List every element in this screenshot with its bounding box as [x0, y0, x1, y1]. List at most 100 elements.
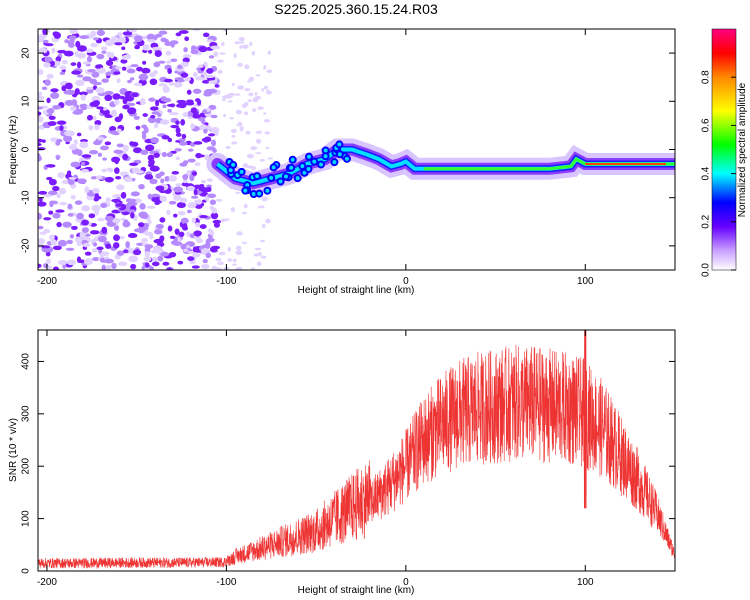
spectrogram-noise-speck: [206, 107, 211, 113]
spectrogram-noise-speck: [195, 199, 203, 205]
spectrogram-noise-speck: [84, 251, 92, 256]
spectrogram-noise-speck: [166, 103, 176, 107]
spectrogram-noise-speck: [154, 201, 160, 205]
spectrogram-noise-speck: [217, 69, 223, 74]
spectrogram-noise-speck: [162, 85, 170, 93]
spectrogram-noise-speck: [79, 104, 85, 109]
spectrogram-noise-speck: [148, 72, 156, 78]
spectrogram-noise-speck: [175, 156, 180, 161]
spectrogram-noise-speck: [59, 125, 64, 131]
snr-x-ticks: -200 -100 0 100: [37, 330, 594, 588]
spectrogram-noise-speck: [86, 86, 94, 90]
spectrogram-noise-speck: [203, 128, 208, 134]
spectrogram-noise-speck: [104, 258, 114, 264]
colorbar-ticks: 0.0 0.2 0.4 0.6 0.8: [701, 70, 736, 277]
spectrogram-noise-speck: [113, 71, 121, 75]
spectrogram-noise-speck: [206, 178, 213, 182]
spectrogram-noise-speck: [46, 97, 51, 104]
spectrogram-noise-speck: [193, 141, 203, 145]
spectrogram-noise-speck: [64, 130, 74, 137]
spectrogram-blob: [317, 160, 326, 169]
spectrogram-noise-speck: [246, 153, 254, 159]
spectrogram-noise-speck: [177, 211, 186, 216]
spectrogram-noise-speck: [192, 253, 201, 258]
spectrogram-noise-speck: [115, 184, 125, 191]
spectrogram-noise-speck: [248, 92, 254, 97]
spectrogram-noise-speck: [227, 258, 232, 263]
spectrogram-noise-speck: [97, 217, 105, 222]
spectrogram-noise-speck: [208, 80, 218, 84]
spectrogram-blob: [335, 150, 344, 159]
spectrogram-noise-speck: [52, 185, 60, 192]
spectrogram-noise-speck: [82, 61, 91, 65]
spectrogram-noise-speck: [200, 263, 210, 270]
spectrogram-noise-speck: [264, 131, 270, 135]
spectrogram-noise-speck: [96, 106, 104, 110]
spectrogram-noise-speck: [208, 104, 217, 111]
spectrogram-noise-speck: [151, 256, 159, 262]
spectrogram-noise-speck: [44, 43, 54, 47]
spectrogram-noise-speck: [194, 222, 201, 228]
spectrogram-noise-speck: [125, 241, 131, 248]
spectrogram-noise-speck: [104, 94, 113, 102]
spectrogram-noise-speck: [170, 42, 175, 48]
spectrogram-noise-speck: [183, 248, 189, 253]
spectrogram-noise-speck: [93, 37, 99, 41]
spectrogram-noise-speck: [84, 258, 93, 266]
spectrogram-noise-speck: [67, 40, 74, 47]
spectrogram-noise-speck: [38, 212, 43, 220]
spectrogram-noise-speck: [81, 205, 91, 212]
spectrogram-x-tick-label: 0: [403, 276, 409, 287]
snr-y-label: SNR (10 * v/v): [8, 418, 19, 482]
spectrogram-x-ticks: -200 -100 0 100: [37, 29, 594, 287]
spectrogram-noise-speck: [182, 57, 190, 63]
spectrogram-noise-speck: [229, 117, 234, 120]
spectrogram-noise-speck: [175, 32, 182, 37]
spectrogram-noise-speck: [38, 36, 44, 43]
spectrogram-noise-speck: [121, 46, 126, 51]
spectrogram-noise-speck: [263, 65, 267, 70]
spectrogram-noise-speck: [65, 247, 75, 251]
spectrogram-y-tick-label: -10: [21, 190, 32, 205]
spectrogram-noise-speck: [215, 257, 222, 262]
spectrogram-noise-speck: [205, 196, 210, 202]
spectrogram-noise-speck: [71, 70, 81, 75]
spectrogram-noise-speck: [207, 228, 213, 233]
spectrogram-noise-speck: [88, 213, 96, 219]
spectrogram-noise-speck: [188, 148, 194, 152]
spectrogram-noise-speck: [254, 92, 258, 96]
spectrogram-noise-speck: [171, 171, 180, 175]
spectrogram-noise-speck: [241, 211, 248, 215]
spectrogram-noise-speck: [176, 103, 183, 108]
spectrogram-noise-speck: [51, 47, 56, 54]
spectrogram-noise-speck: [192, 72, 198, 77]
spectrogram-noise-speck: [191, 217, 196, 224]
snr-panel: -200 -100 0 100 0 100 200 300 400 Height of str…: [8, 329, 676, 596]
spectrogram-noise-speck: [116, 32, 123, 37]
snr-x-tick-label: 100: [577, 577, 594, 588]
spectrogram-noise-speck: [242, 44, 249, 49]
spectrogram-noise-speck: [126, 209, 137, 213]
spectrogram-noise-speck: [227, 247, 232, 252]
spectrogram-noise-speck: [234, 93, 241, 96]
spectrogram-noise-speck: [168, 251, 177, 258]
spectrogram-y-ticks: -20 -10 0 10 20: [21, 47, 675, 253]
spectrogram-noise-speck: [130, 263, 137, 270]
spectrogram-noise-speck: [105, 197, 111, 203]
spectrogram-noise-speck: [194, 231, 201, 237]
spectrogram-noise-speck: [56, 221, 62, 228]
spectrogram-noise-speck: [77, 178, 87, 184]
spectrogram-noise-speck: [144, 244, 154, 250]
spectrogram-noise-speck: [186, 185, 195, 192]
spectrogram-noise-speck: [165, 60, 172, 64]
spectrogram-noise-speck: [162, 97, 172, 103]
spectrogram-noise-speck: [265, 218, 271, 224]
spectrogram-noise-speck: [261, 223, 266, 229]
spectrogram-noise-speck: [80, 94, 86, 101]
spectrogram-noise-speck: [150, 137, 159, 144]
spectrogram-noise-speck: [70, 161, 81, 168]
spectrogram-noise-speck: [140, 149, 149, 155]
spectrogram-noise-speck: [183, 223, 188, 230]
colorbar-label: Normalized spectral amplitude: [737, 82, 748, 217]
spectrogram-blob: [321, 152, 330, 161]
